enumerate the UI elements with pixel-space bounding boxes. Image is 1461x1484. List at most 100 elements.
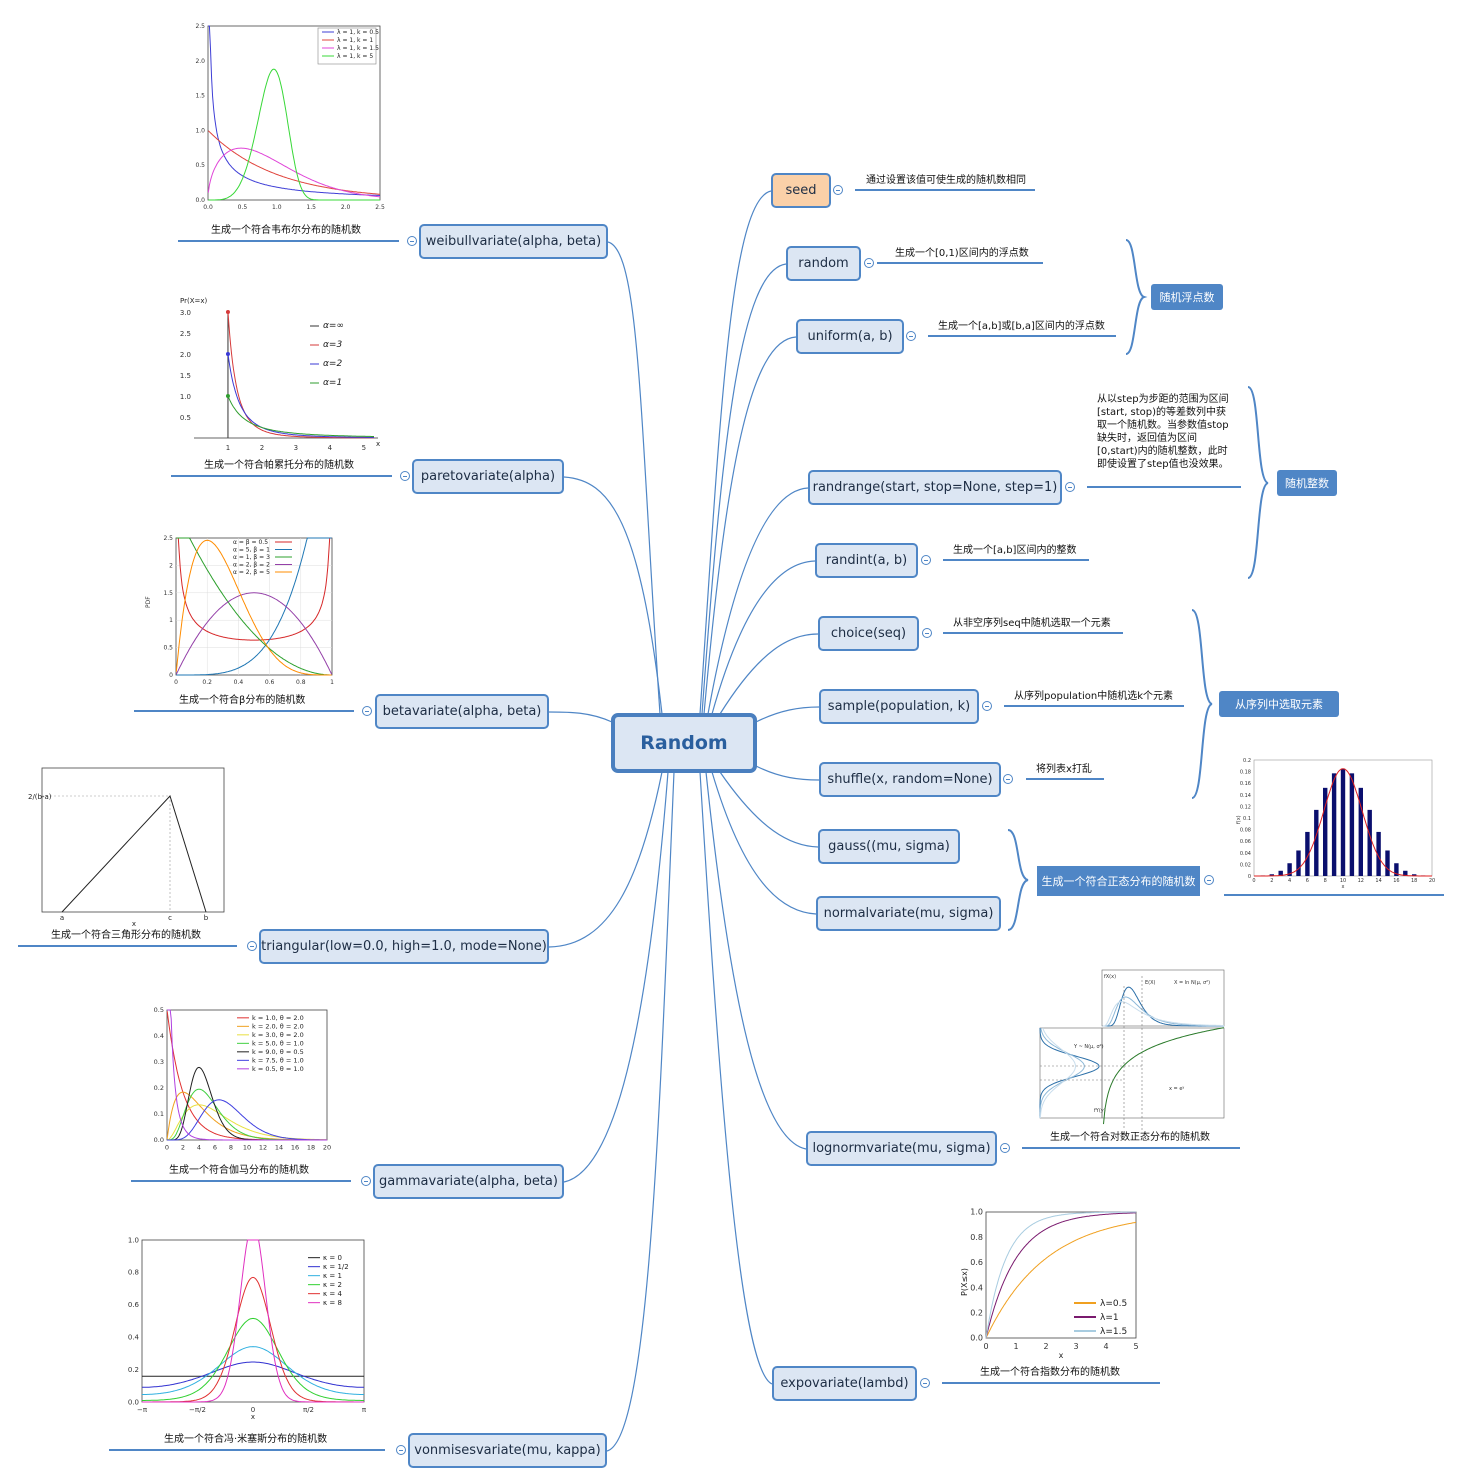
gamma-node[interactable]: gammavariate(alpha, beta) [373,1164,564,1199]
randint-underline [943,559,1089,561]
weibull-ytick: 0.5 [195,162,205,169]
gauss-node[interactable]: gauss((mu, sigma) [818,829,960,864]
pareto-series-line [227,353,374,438]
expo-xtick: 3 [1073,1342,1078,1351]
collapse-icon[interactable] [1003,774,1013,784]
normal-xtick: 4 [1288,878,1291,884]
shuffle-desc: 将列表x打乱 [1036,764,1092,775]
lognormal-annotation: x = eʸ [1169,1086,1184,1092]
sample-underline [1004,705,1184,707]
choice-desc: 从非空序列seq中随机选取一个元素 [953,618,1111,629]
root-node[interactable]: Random [611,713,757,773]
random-node[interactable]: random [786,246,861,281]
collapse-icon[interactable] [1065,482,1075,492]
vonmises-series-line [142,1317,364,1401]
normal-bar [1331,773,1337,876]
weibull-legend-label: λ = 1, k = 0.5 [337,29,379,36]
gamma-legend-label: k = 7.5, θ = 1.0 [252,1057,304,1065]
randrange-node[interactable]: randrange(start, stop=None, step=1) [808,470,1062,505]
normal-bar [1367,809,1372,876]
summary-float[interactable]: 随机浮点数 [1151,284,1223,310]
collapse-icon[interactable] [361,1176,371,1186]
collapse-icon[interactable] [407,236,417,246]
vonmises-desc: 生成一个符合冯·米塞斯分布的随机数 [164,1434,328,1445]
expo-ytick: 0.8 [970,1233,983,1242]
triangular-label: triangular(low=0.0, high=1.0, mode=None) [261,939,547,954]
normal-xtick: 6 [1306,878,1309,884]
weibull-node[interactable]: weibullvariate(alpha, beta) [419,224,608,259]
randrange-underline [1087,486,1241,488]
seed-node[interactable]: seed [771,173,831,208]
lognormal-annotation: fY(y) [1094,1108,1106,1114]
collapse-icon[interactable] [1204,875,1214,885]
pareto-point [225,352,230,356]
collapse-icon[interactable] [362,706,372,716]
brace-icon [1125,239,1148,355]
collapse-icon[interactable] [864,258,874,268]
normal-bar [1314,809,1319,876]
triangular-chart: a c b x 2/(b-a) [28,767,225,928]
vonmises-ytick: 0.6 [128,1301,140,1309]
weibull-series-line [208,25,381,196]
normal-bar [1323,787,1328,876]
normal-bar [1305,831,1310,876]
collapse-icon[interactable] [247,941,257,951]
lognormal-top-curve [1102,986,1224,1027]
sample-label: sample(population, k) [827,699,971,714]
normal-bar [1394,863,1399,876]
collapse-icon[interactable] [920,1378,930,1388]
shuffle-node[interactable]: shuffle(x, random=None) [819,762,1001,797]
gamma-xtick: 4 [197,1144,201,1152]
pareto-legend-label: α=3 [323,340,342,350]
brace-icon [1007,829,1029,931]
lognormal-right-frame [1101,1027,1225,1119]
beta-ytick: 1.5 [163,590,173,597]
collapse-icon[interactable] [400,471,410,481]
uniform-node[interactable]: uniform(a, b) [796,319,904,354]
normal-xtick: 20 [1429,878,1435,884]
gamma-xtick: 18 [307,1144,315,1152]
lognormvariate-node[interactable]: lognormvariate(mu, sigma) [806,1131,997,1166]
beta-node[interactable]: betavariate(alpha, beta) [375,694,549,729]
summary-seq[interactable]: 从序列中选取元素 [1219,691,1339,717]
pareto-legend-label: α=1 [323,378,342,388]
normal-chart: 0 2 4 6 8 10 12 14 16 18 20 0 0.02 0.04 0.06 0.08 0.1 0.1… [1236,758,1435,890]
collapse-icon[interactable] [922,628,932,638]
shuffle-label: shuffle(x, random=None) [827,772,993,787]
beta-xtick: 0.4 [234,679,244,686]
gamma-legend-label: k = 5.0, θ = 1.0 [252,1040,304,1048]
collapse-icon[interactable] [921,555,931,565]
gamma-underline [131,1180,351,1182]
collapse-icon[interactable] [906,331,916,341]
collapse-icon[interactable] [396,1445,406,1455]
gamma-series-line [167,1009,327,1141]
vonmises-chart: −π −π/2 0 π/2 π0.00.20.40.60.81.0xκ = 0κ = 1… [128,1236,367,1421]
triangular-ytick: 2/(b-a) [28,793,52,801]
gamma-label: gammavariate(alpha, beta) [379,1174,558,1189]
randint-node[interactable]: randint(a, b) [815,543,918,578]
vonmises-label: vonmisesvariate(mu, kappa) [414,1443,601,1458]
beta-series-line [175,592,333,675]
vonmises-ytick: 0.0 [128,1398,139,1406]
triangular-node[interactable]: triangular(low=0.0, high=1.0, mode=None) [259,929,549,964]
normalvariate-node[interactable]: normalvariate(mu, sigma) [816,896,1001,931]
sample-node[interactable]: sample(population, k) [819,689,979,724]
summary-int[interactable]: 随机整数 [1277,470,1337,496]
vonmises-xtick: 0 [251,1406,255,1414]
summary-normal[interactable]: 生成一个符合正态分布的随机数 [1037,866,1200,896]
expo-ytick: 0.6 [970,1258,983,1267]
normal-ytick: 0.04 [1240,851,1251,857]
collapse-icon[interactable] [1000,1143,1010,1153]
lognormal-underline [1022,1147,1240,1149]
collapse-icon[interactable] [833,185,843,195]
gamma-xtick: 14 [275,1144,283,1152]
vonmises-node[interactable]: vonmisesvariate(mu, kappa) [408,1433,607,1468]
pareto-node[interactable]: paretovariate(alpha) [412,459,564,494]
collapse-icon[interactable] [982,701,992,711]
normal-bar [1349,773,1355,876]
expovariate-node[interactable]: expovariate(lambd) [772,1366,917,1401]
choice-node[interactable]: choice(seq) [818,616,919,651]
beta-ytick: 2 [169,562,173,569]
pareto-legend-label: α=∞ [323,321,344,331]
brace-icon [1247,386,1269,579]
